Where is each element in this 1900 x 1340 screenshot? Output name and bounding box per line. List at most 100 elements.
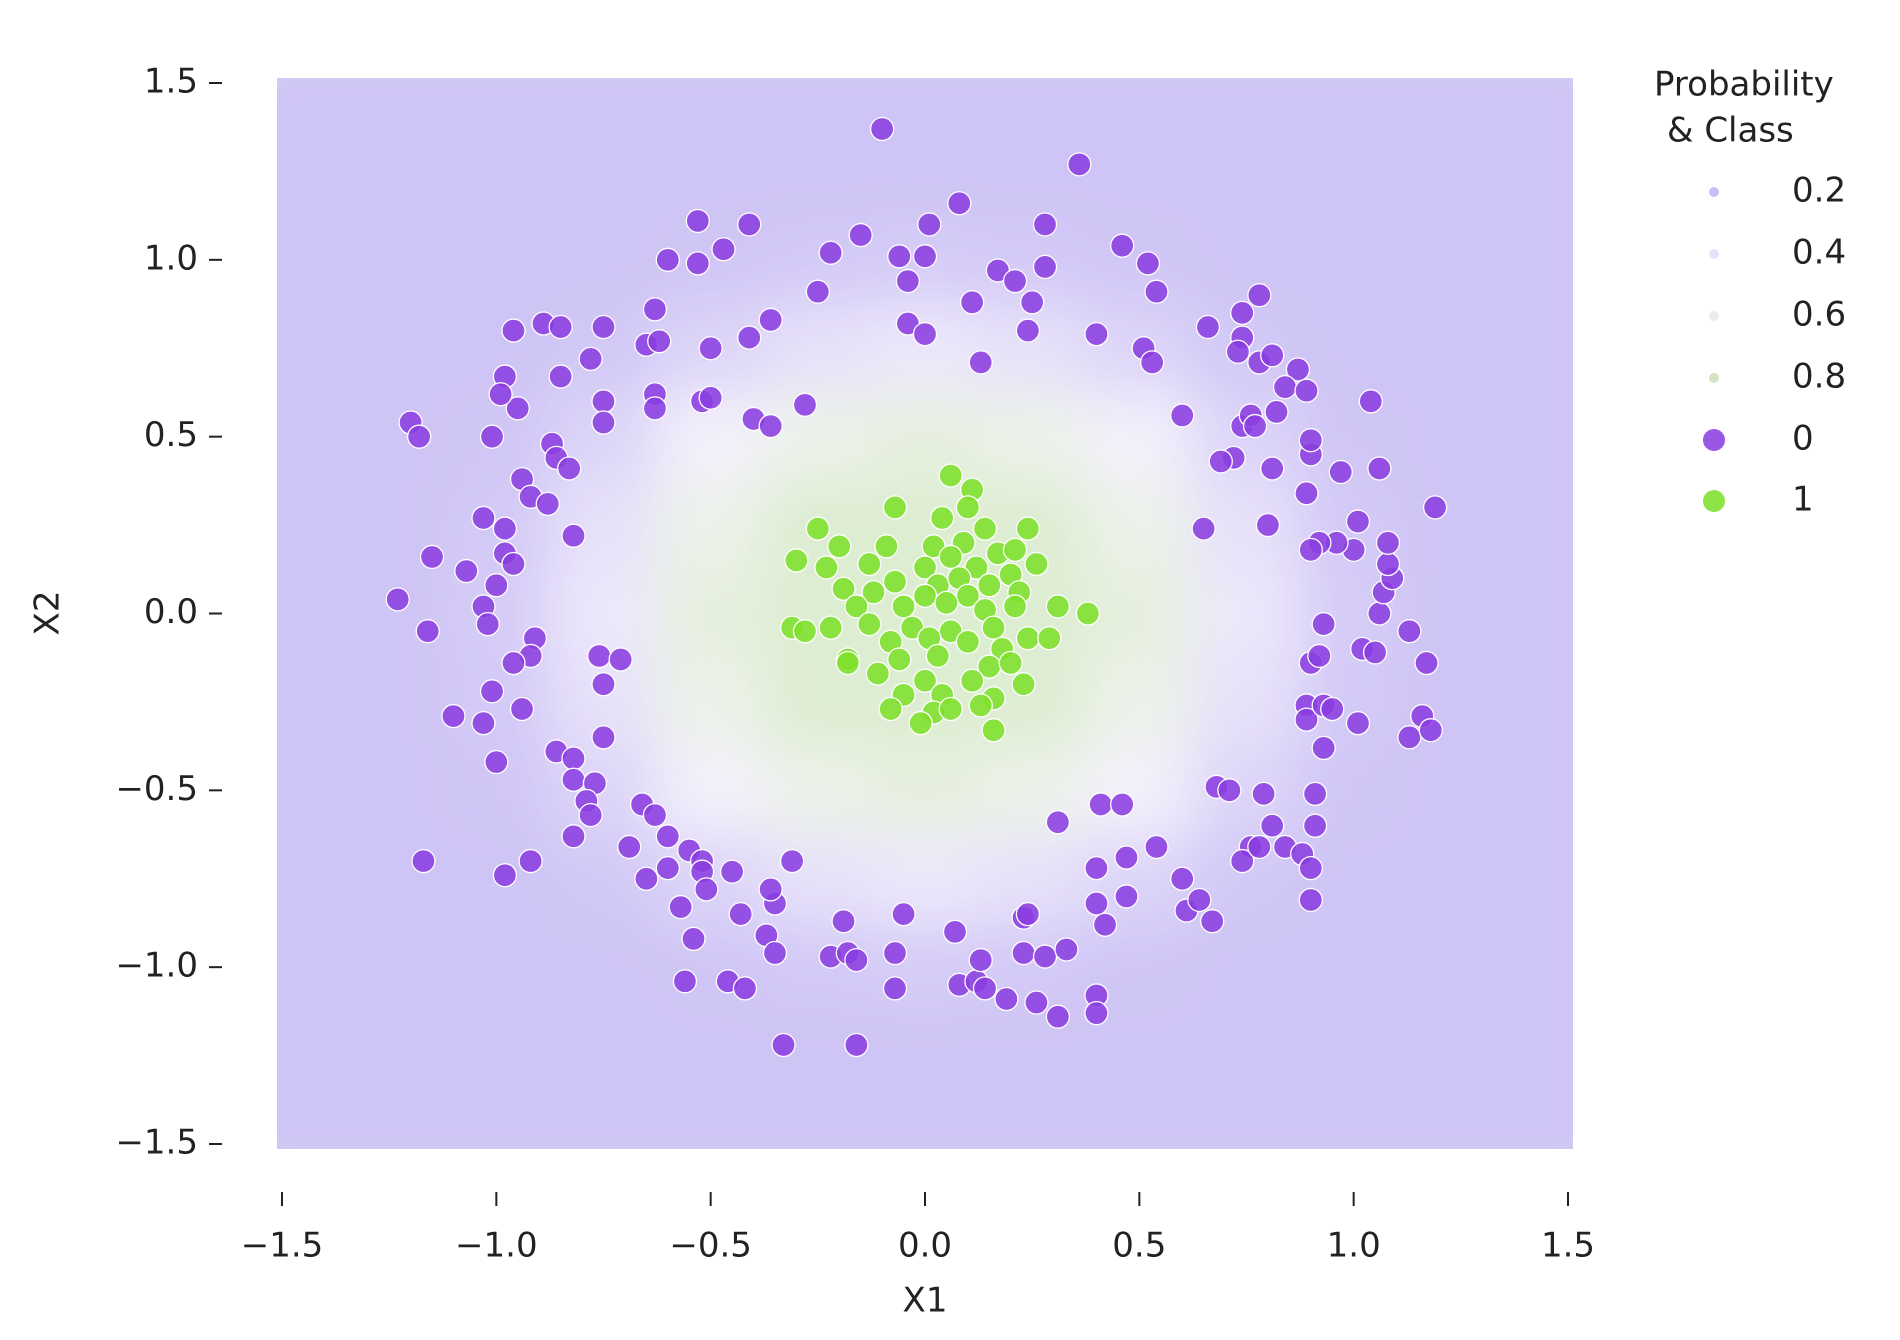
point — [1260, 456, 1285, 481]
point — [642, 396, 668, 421]
point — [977, 573, 1002, 598]
point — [1144, 834, 1169, 860]
point — [1225, 339, 1251, 364]
point — [758, 413, 783, 439]
point — [655, 824, 680, 849]
point — [882, 569, 908, 594]
point — [578, 802, 603, 828]
point — [479, 424, 505, 449]
point — [385, 587, 410, 612]
point — [887, 244, 912, 269]
x-tick-label: 1.0 — [1327, 1226, 1381, 1266]
point — [947, 191, 972, 216]
point — [869, 116, 895, 142]
point — [1170, 403, 1195, 428]
point — [1298, 428, 1323, 453]
point — [1020, 290, 1045, 315]
point — [1114, 884, 1139, 909]
point — [672, 969, 698, 994]
point — [1024, 990, 1049, 1015]
point — [1345, 509, 1371, 534]
point — [1002, 537, 1028, 562]
point — [1084, 891, 1109, 916]
point — [642, 802, 668, 828]
point — [1358, 389, 1383, 414]
point — [882, 940, 908, 966]
y-tick-label: 1.0 — [144, 238, 198, 278]
point — [960, 668, 985, 693]
point — [1242, 413, 1268, 439]
point — [698, 385, 723, 410]
point — [647, 329, 672, 354]
point — [1045, 810, 1071, 835]
point — [818, 240, 843, 265]
point — [441, 703, 466, 729]
legend-title: Probability — [1654, 65, 1834, 105]
point — [1170, 866, 1195, 891]
y-tick-label: −1.5 — [115, 1123, 198, 1163]
y-tick-label: −0.5 — [115, 769, 198, 809]
point — [994, 986, 1019, 1012]
point — [561, 824, 586, 849]
point — [938, 544, 963, 570]
point — [1114, 845, 1139, 870]
point — [407, 424, 432, 449]
point — [492, 516, 518, 541]
point — [501, 551, 526, 577]
point — [882, 495, 908, 520]
x-tick-label: 0.0 — [898, 1226, 952, 1266]
point — [960, 290, 985, 315]
x-tick-label: 0.5 — [1112, 1226, 1166, 1266]
point — [1015, 626, 1041, 651]
point — [737, 212, 762, 237]
point — [981, 718, 1006, 743]
point — [1302, 781, 1328, 807]
point — [1264, 399, 1289, 425]
point — [912, 244, 938, 269]
point — [488, 382, 513, 407]
point — [535, 491, 560, 517]
point — [917, 212, 942, 237]
x-tick-label: −0.5 — [669, 1226, 752, 1266]
point — [1140, 350, 1165, 375]
point — [857, 611, 882, 637]
point — [501, 318, 526, 343]
legend-marker — [1709, 373, 1719, 383]
point — [655, 247, 680, 272]
point — [1418, 718, 1443, 743]
point — [1144, 279, 1169, 304]
point — [634, 866, 659, 891]
point — [1367, 601, 1392, 626]
point — [1320, 696, 1345, 722]
legend-label: 0.8 — [1792, 357, 1846, 397]
point — [1032, 944, 1058, 969]
point — [1375, 551, 1401, 577]
point — [895, 268, 921, 294]
point — [454, 558, 479, 584]
point — [719, 859, 745, 884]
x-tick-label: 1.5 — [1541, 1226, 1595, 1266]
point — [1272, 375, 1298, 400]
point — [578, 346, 603, 372]
point — [1011, 672, 1036, 697]
legend-marker — [1709, 311, 1719, 321]
point — [1195, 314, 1221, 340]
point — [955, 495, 981, 520]
point — [642, 297, 668, 322]
point — [1255, 512, 1281, 538]
point — [1294, 378, 1319, 403]
point — [591, 389, 616, 414]
legend-label: 0 — [1792, 419, 1814, 459]
point — [831, 909, 856, 934]
point — [818, 615, 843, 640]
point — [844, 1032, 869, 1058]
point — [471, 710, 496, 736]
point — [1298, 887, 1323, 913]
point — [557, 456, 582, 481]
point — [848, 222, 873, 248]
point — [655, 855, 680, 881]
point — [1110, 233, 1135, 258]
point — [912, 668, 938, 693]
point — [972, 976, 998, 1001]
